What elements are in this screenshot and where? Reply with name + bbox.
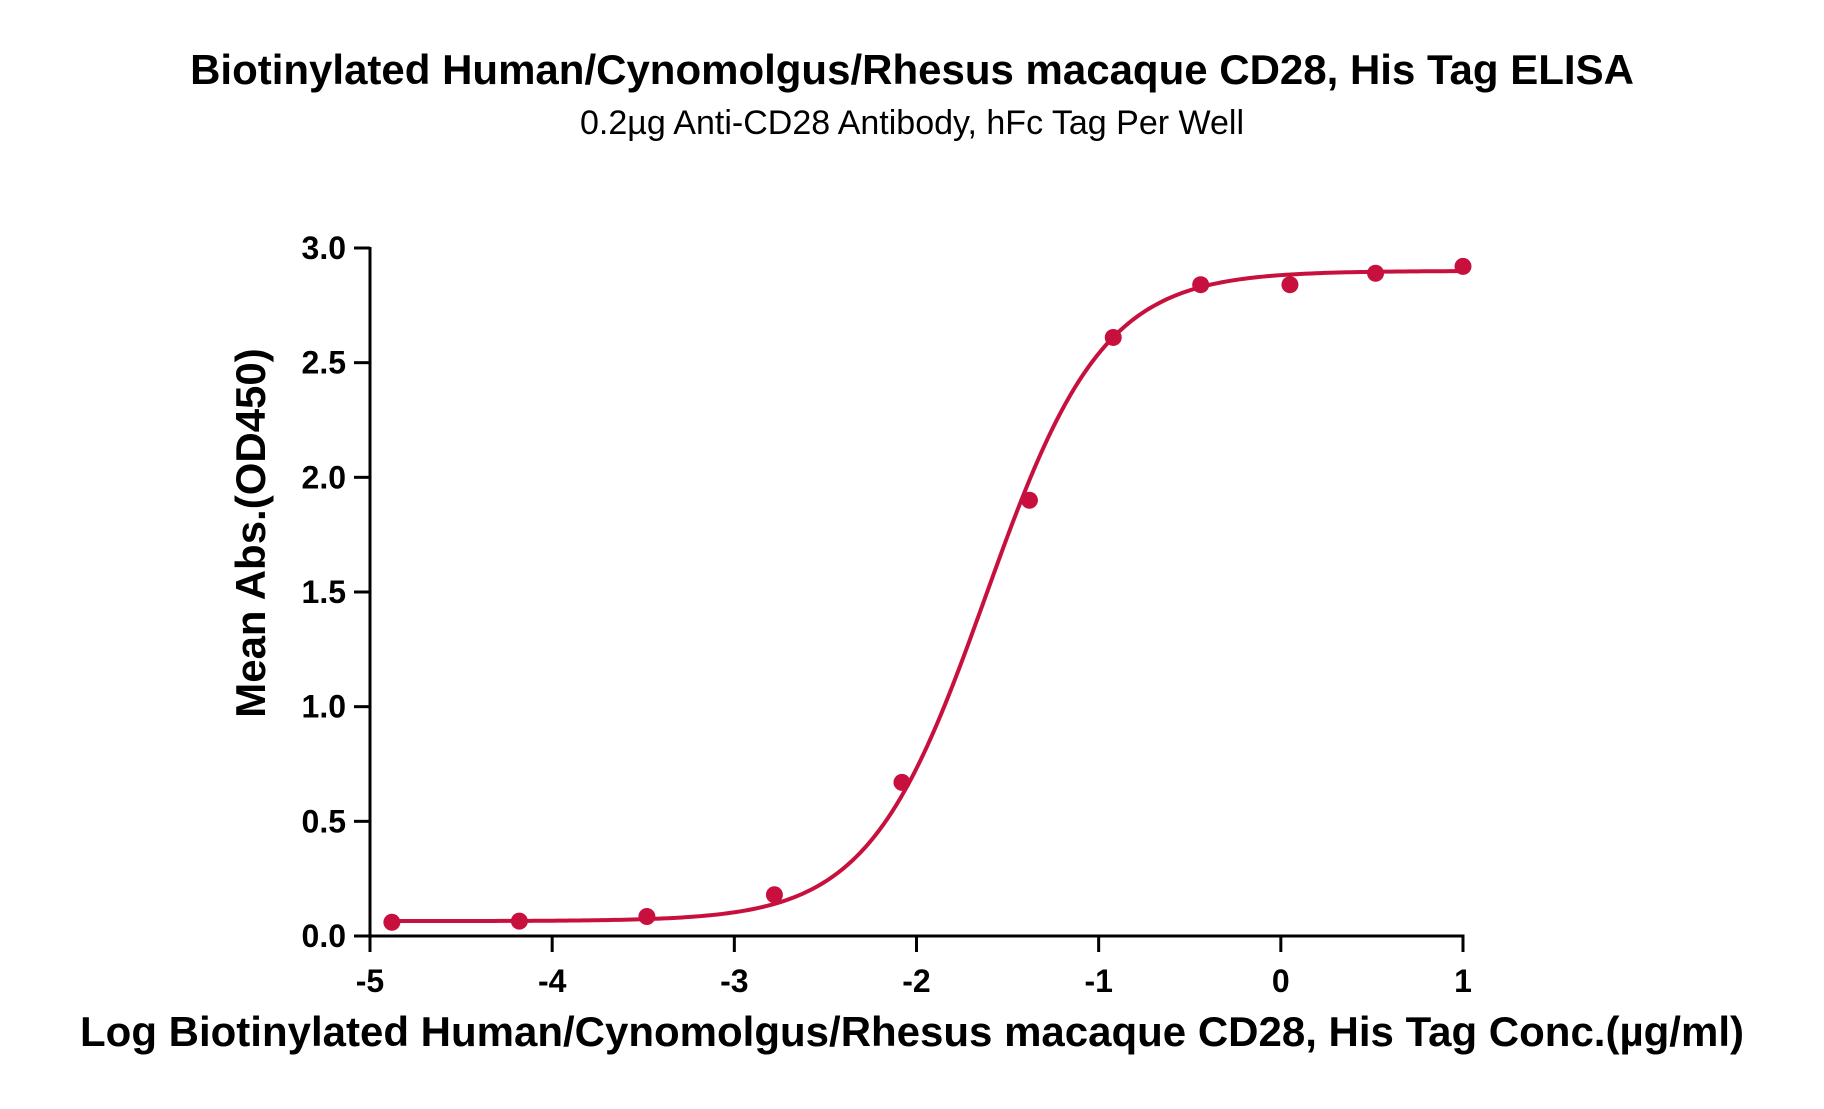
data-point: [1454, 257, 1472, 275]
x-axis-title: Log Biotinylated Human/Cynomolgus/Rhesus…: [80, 1008, 1744, 1055]
x-tick-label: -2: [902, 963, 930, 999]
data-point: [893, 773, 911, 791]
y-tick-label: 2.5: [302, 345, 346, 381]
data-point: [1020, 491, 1038, 509]
x-tick-label: 0: [1272, 963, 1290, 999]
y-tick-label: 1.0: [302, 689, 346, 725]
data-point: [765, 886, 783, 904]
y-axis-title: Mean Abs.(OD450): [227, 348, 274, 718]
x-tick-label: -1: [1084, 963, 1112, 999]
data-points: [383, 257, 1472, 931]
data-point: [1104, 328, 1122, 346]
chart-subtitle: 0.2µg Anti-CD28 Antibody, hFc Tag Per We…: [580, 104, 1244, 142]
y-ticks: 0.0 0.5 1.0 1.5 2.0 2.5 3.0: [302, 230, 370, 954]
y-tick-label: 3.0: [302, 230, 346, 266]
data-point: [1281, 276, 1299, 294]
data-point: [1192, 276, 1210, 294]
data-point: [383, 913, 401, 931]
x-tick-label: 1: [1454, 963, 1472, 999]
y-tick-label: 1.5: [302, 574, 346, 610]
x-tick-label: -5: [356, 963, 384, 999]
fit-curve: [391, 269, 1464, 924]
x-tick-label: -4: [538, 963, 567, 999]
x-ticks: -5 -4 -3 -2 -1 0 1: [356, 936, 1472, 999]
y-tick-label: 0.5: [302, 803, 346, 839]
y-tick-label: 2.0: [302, 459, 346, 495]
data-point: [638, 908, 656, 926]
data-point: [510, 912, 528, 930]
chart-title: Biotinylated Human/Cynomolgus/Rhesus mac…: [190, 46, 1634, 93]
x-tick-label: -3: [720, 963, 748, 999]
axes: 0.0 0.5 1.0 1.5 2.0 2.5 3.0 -5 -4 -3 -2 -1 0 1: [302, 230, 1472, 999]
y-tick-label: 0.0: [302, 918, 346, 954]
data-point: [1367, 264, 1385, 282]
